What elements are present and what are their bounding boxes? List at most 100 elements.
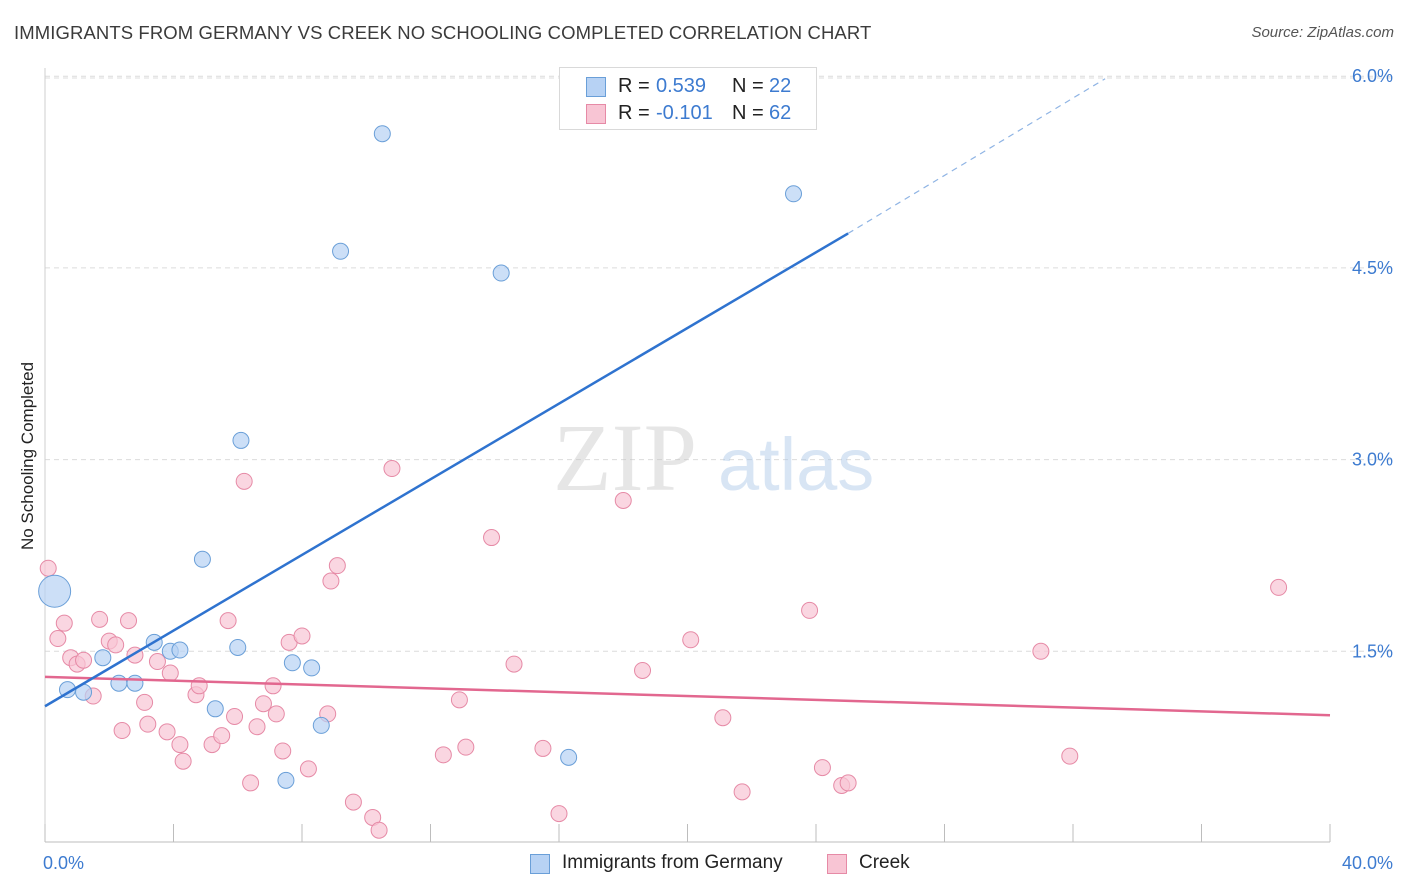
germany-trend-extension xyxy=(847,78,1106,234)
creek-point xyxy=(299,760,317,778)
y-tick-label: 3.0% xyxy=(1352,450,1393,470)
germany-point xyxy=(126,674,144,692)
watermark: ZIP atlas xyxy=(553,404,874,511)
creek-point xyxy=(248,718,266,736)
creek-point xyxy=(634,661,652,679)
creek-point xyxy=(264,677,282,695)
germany-legend-label: Immigrants from Germany xyxy=(562,852,783,873)
creek-point xyxy=(274,742,292,760)
creek-point xyxy=(235,472,253,490)
germany-point xyxy=(232,431,250,449)
creek-point xyxy=(714,709,732,727)
y-tick-label: 1.5% xyxy=(1352,641,1393,661)
creek-point xyxy=(322,572,340,590)
creek-point xyxy=(370,821,388,839)
creek-point xyxy=(174,752,192,770)
creek-point xyxy=(226,707,244,725)
creek-legend-swatch xyxy=(827,854,847,874)
r-label: R = xyxy=(618,75,650,97)
y-tick-label: 6.0% xyxy=(1352,66,1393,86)
germany-point xyxy=(38,574,72,608)
chart-title: IMMIGRANTS FROM GERMANY VS CREEK NO SCHO… xyxy=(14,22,872,43)
germany-point xyxy=(332,242,350,260)
creek-point xyxy=(450,691,468,709)
germany-trend-line xyxy=(44,232,849,708)
creek-point xyxy=(1032,642,1050,660)
creek-point xyxy=(293,627,311,645)
creek-point xyxy=(75,651,93,669)
creek-point xyxy=(614,491,632,509)
creek-point xyxy=(49,630,67,648)
creek-point xyxy=(148,653,166,671)
creek-point xyxy=(219,612,237,630)
creek-point xyxy=(113,722,131,740)
germany-point xyxy=(277,771,295,789)
germany-swatch xyxy=(586,77,606,97)
creek-point xyxy=(213,727,231,745)
creek-point xyxy=(682,631,700,649)
x-tick-label-min: 0.0% xyxy=(43,853,84,873)
y-tick-label: 4.5% xyxy=(1352,258,1393,278)
source-label: Source: ZipAtlas.com xyxy=(1251,24,1394,41)
y-axis-label: No Schooling Completed xyxy=(18,361,37,551)
trend-lines xyxy=(44,78,1331,717)
creek-point xyxy=(267,705,285,723)
creek-point xyxy=(813,759,831,777)
germany-point xyxy=(171,641,189,659)
germany-point xyxy=(229,638,247,656)
axes xyxy=(44,68,1331,843)
creek-point xyxy=(328,557,346,575)
germany-point xyxy=(283,654,301,672)
creek-point xyxy=(534,739,552,757)
creek-point xyxy=(158,723,176,741)
tick-labels: 1.5% 3.0% 4.5% 6.0% 0.0% 40.0% xyxy=(43,66,1393,873)
creek-point xyxy=(107,636,125,654)
creek-point xyxy=(801,601,819,619)
creek-point xyxy=(136,693,154,711)
grid-lines xyxy=(45,75,1392,652)
creek-point xyxy=(839,774,857,792)
creek-point xyxy=(1061,747,1079,765)
germany-point xyxy=(94,649,112,667)
creek-point xyxy=(242,774,260,792)
r-label: R = xyxy=(618,102,650,124)
creek-point xyxy=(39,559,57,577)
germany-point xyxy=(373,125,391,143)
germany-point xyxy=(303,659,321,677)
correlation-legend: R = 0.539 N = 22 R = -0.101 N = 62 xyxy=(559,67,817,130)
n-value: 62 xyxy=(769,102,792,124)
r-value: 0.539 xyxy=(656,75,707,97)
r-value: -0.101 xyxy=(656,102,713,124)
germany-point xyxy=(785,185,803,203)
creek-point xyxy=(505,655,523,673)
germany-series xyxy=(38,125,803,789)
germany-legend-swatch xyxy=(530,854,550,874)
creek-series xyxy=(39,460,1288,839)
creek-point xyxy=(55,614,73,632)
creek-point xyxy=(91,610,109,628)
creek-swatch xyxy=(586,104,606,124)
n-label: N = xyxy=(732,75,764,97)
creek-point xyxy=(483,529,501,547)
creek-legend-label: Creek xyxy=(859,852,910,873)
creek-point xyxy=(139,715,157,733)
germany-point xyxy=(193,550,211,568)
creek-point xyxy=(550,805,568,823)
germany-point xyxy=(206,700,224,718)
n-value: 22 xyxy=(769,75,792,97)
creek-point xyxy=(434,746,452,764)
creek-point xyxy=(171,736,189,754)
creek-point xyxy=(1270,578,1288,596)
creek-point xyxy=(254,695,272,713)
germany-point xyxy=(560,748,578,766)
creek-point xyxy=(383,460,401,478)
creek-point xyxy=(344,793,362,811)
creek-point xyxy=(733,783,751,801)
creek-point xyxy=(161,664,179,682)
creek-trend-line xyxy=(44,675,1331,717)
x-tick-label-max: 40.0% xyxy=(1342,853,1393,873)
creek-point xyxy=(457,738,475,756)
n-label: N = xyxy=(732,102,764,124)
germany-point xyxy=(492,264,510,282)
watermark-atlas: atlas xyxy=(718,423,874,506)
